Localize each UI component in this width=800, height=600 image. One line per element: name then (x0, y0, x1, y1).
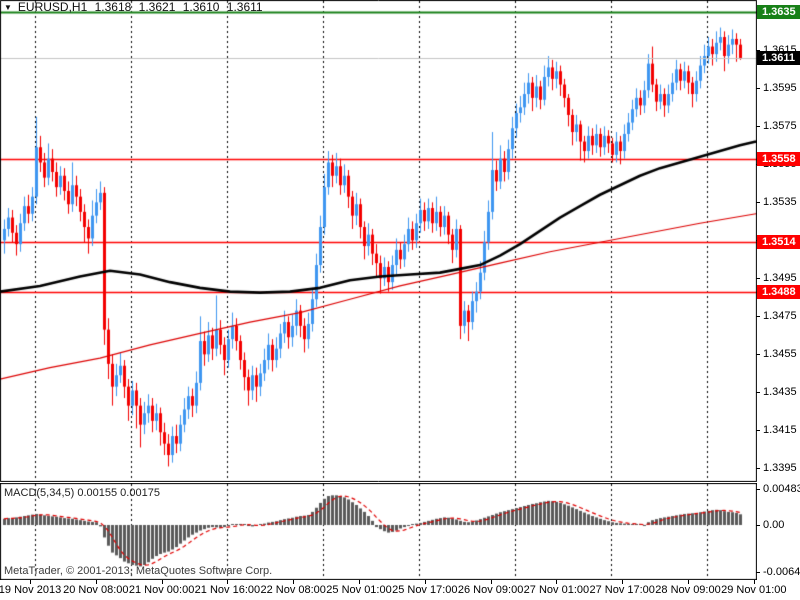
tick-mark (756, 572, 760, 573)
time-tick-mark (227, 580, 229, 584)
copyright-credit: MetaTrader, © 2001-2013, MetaQuotes Soft… (4, 565, 273, 577)
chart-dropdown-icon[interactable]: ▼ (4, 3, 12, 12)
level-tag-green: 1.3635 (757, 5, 800, 20)
price-axis-tick: 1.3535 (756, 196, 800, 208)
tick-mark (756, 525, 760, 526)
tick-mark (756, 316, 760, 318)
time-tick-mark (622, 580, 624, 584)
price-axis-tick: 1.3475 (756, 310, 800, 322)
time-axis-label: 26 Nov 09:00 (457, 584, 524, 596)
time-axis-label: 21 Nov 00:00 (128, 584, 195, 596)
tick-mark (756, 392, 760, 394)
main-price-chart[interactable] (0, 0, 757, 482)
price-axis-tick: 1.3435 (756, 386, 800, 398)
time-axis[interactable]: 19 Nov 2013 20 Nov 08:00 21 Nov 00:00 21 No… (0, 580, 800, 600)
time-axis-label: 25 Nov 17:00 (392, 584, 458, 596)
tick-mark (756, 202, 760, 204)
time-axis-label: 27 Nov 01:00 (523, 584, 590, 596)
time-tick-mark (424, 580, 426, 584)
time-tick-mark (293, 580, 295, 584)
level-tag-red: 1.3514 (757, 235, 800, 250)
time-axis-label: 20 Nov 08:00 (63, 584, 129, 596)
tick-mark (756, 126, 760, 128)
macd-indicator-label: MACD(5,34,5) 0.00155 0.00175 (4, 487, 160, 499)
level-tag-red: 1.3488 (757, 284, 800, 299)
time-axis-label: 22 Nov 08:00 (260, 584, 326, 596)
price-axis-tick: 1.3575 (756, 120, 800, 132)
price-axis-tick: 1.3455 (756, 348, 800, 360)
price-axis-tick: 1.3595 (756, 82, 800, 94)
time-tick-mark (30, 580, 31, 584)
time-tick-mark (95, 580, 97, 584)
bar-open-value: 1.3618 (94, 0, 132, 14)
level-tag-red: 1.3558 (757, 151, 800, 166)
tick-mark (756, 489, 760, 490)
price-axis-tick: 1.3495 (756, 272, 800, 284)
time-tick-mark (490, 580, 492, 584)
tick-mark (756, 278, 760, 280)
macd-axis-tick: 0.00483 (756, 483, 800, 495)
time-tick-mark (556, 580, 558, 584)
symbol-period-label: EURUSD,H1 (17, 0, 88, 14)
tick-mark (756, 50, 760, 52)
macd-axis-tick: 0.00 (756, 519, 800, 531)
time-tick-mark (161, 580, 163, 584)
chart-title: ▼ EURUSD,H1 1.3618 1.3621 1.3610 1.3611 (4, 1, 267, 14)
time-axis-label: 27 Nov 17:00 (589, 584, 655, 596)
price-axis-tick: 1.3415 (756, 424, 800, 436)
time-tick-mark (688, 580, 689, 584)
tick-mark (756, 354, 760, 356)
bar-low-value: 1.3610 (182, 0, 220, 14)
time-axis-label: 19 Nov 2013 (0, 584, 62, 596)
time-tick-mark (753, 580, 755, 584)
macd-axis-tick: -0.00645 (756, 566, 800, 578)
time-axis-label: 29 Nov 01:00 (721, 584, 787, 596)
price-axis[interactable]: 1.36151.35951.35751.35551.35351.35151.34… (756, 0, 800, 580)
time-axis-label: 25 Nov 01:00 (326, 584, 392, 596)
tick-mark (756, 468, 760, 470)
bid-price-tag: 1.3611 (757, 50, 800, 65)
bar-close-value: 1.3611 (226, 0, 263, 14)
macd-indicator-panel[interactable] (0, 483, 757, 580)
time-axis-label: 21 Nov 16:00 (194, 584, 261, 596)
tick-mark (756, 430, 760, 432)
time-axis-label: 28 Nov 09:00 (655, 584, 721, 596)
bar-high-value: 1.3621 (138, 0, 176, 14)
price-axis-tick: 1.3395 (756, 462, 800, 474)
tick-mark (756, 88, 760, 90)
time-tick-mark (359, 580, 360, 584)
